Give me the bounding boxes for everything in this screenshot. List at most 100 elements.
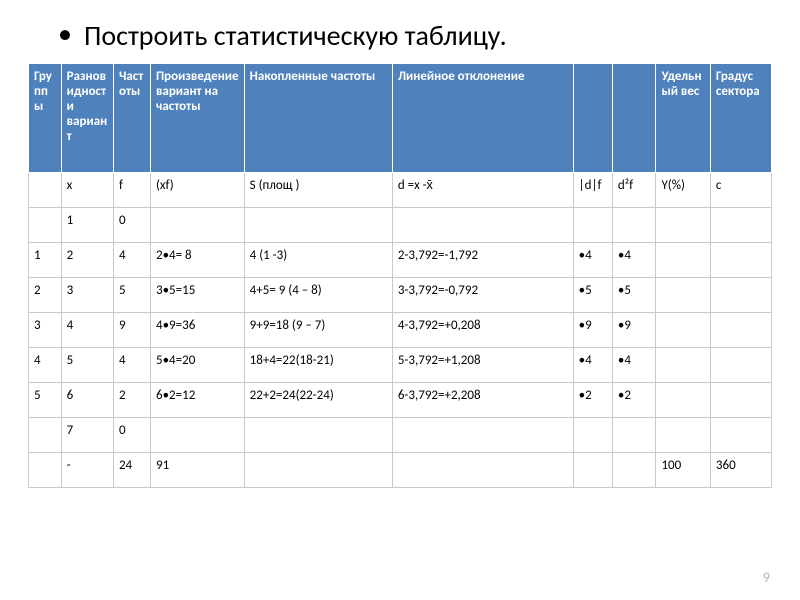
cell [710,208,771,243]
col-header: Произведение вариант на частоты [150,64,244,173]
col-header: Частоты [113,64,150,173]
cell: - [61,453,113,488]
cell [573,208,612,243]
cell [573,418,612,453]
cell [710,243,771,278]
cell: 1 [61,208,113,243]
col-header: Линейное отклонение [392,64,573,173]
cell: 4•9=36 [150,313,244,348]
cell: •2 [612,383,656,418]
table-row: 1 0 [29,208,772,243]
col-header [612,64,656,173]
cell [612,208,656,243]
cell: 6 [61,383,113,418]
cell: 4 [61,313,113,348]
table-row: - 24 91 100 360 [29,453,772,488]
col-header: Градус сектора [710,64,771,173]
cell: Y(%) [656,173,710,208]
cell: •4 [612,348,656,383]
cell: 5-3,792=+1,208 [392,348,573,383]
cell: d =x -x̄ [392,173,573,208]
cell [656,278,710,313]
table-row: 3 4 9 4•9=36 9+9=18 (9 – 7) 4-3,792=+0,2… [29,313,772,348]
table-row: 7 0 [29,418,772,453]
cell: 7 [61,418,113,453]
bullet-icon: • [58,18,84,48]
cell: 24 [113,453,150,488]
col-header [573,64,612,173]
cell: •4 [612,243,656,278]
cell: 0 [113,208,150,243]
cell: 3•5=15 [150,278,244,313]
cell [244,453,392,488]
table-row: 5 6 2 6•2=12 22+2=24(22-24) 6-3,792=+2,2… [29,383,772,418]
cell: •2 [573,383,612,418]
cell: 3-3,792=-0,792 [392,278,573,313]
cell: (xf) [150,173,244,208]
cell [392,453,573,488]
cell: 0 [113,418,150,453]
cell: 6•2=12 [150,383,244,418]
cell: 360 [710,453,771,488]
cell: 22+2=24(22-24) [244,383,392,418]
cell: 5 [29,383,62,418]
cell [150,208,244,243]
cell: •4 [573,348,612,383]
col-header: Удельный вес [656,64,710,173]
cell [29,208,62,243]
cell [710,418,771,453]
cell: •9 [573,313,612,348]
cell: 3 [61,278,113,313]
col-header: Группы [29,64,62,173]
cell [29,173,62,208]
cell: 6-3,792=+2,208 [392,383,573,418]
cell: 4+5= 9 (4 – 8) [244,278,392,313]
table-row: 2 3 5 3•5=15 4+5= 9 (4 – 8) 3-3,792=-0,7… [29,278,772,313]
cell: d²f [612,173,656,208]
cell [656,313,710,348]
table-body: x f (xf) S (площ ) d =x -x̄ |d|f d²f Y(%… [29,173,772,488]
cell: f [113,173,150,208]
cell: •9 [612,313,656,348]
cell: 1 [29,243,62,278]
cell: 2•4= 8 [150,243,244,278]
cell: 2 [113,383,150,418]
slide: • Построить статистическую таблицу. Груп… [0,0,800,600]
cell [244,418,392,453]
cell: 18+4=22(18-21) [244,348,392,383]
statistics-table: Группы Разновидности вариант Частоты Про… [28,63,772,488]
col-header: Накопленные частоты [244,64,392,173]
cell: 2 [29,278,62,313]
cell [656,208,710,243]
cell: 4 (1 -3) [244,243,392,278]
col-header: Разновидности вариант [61,64,113,173]
cell [656,418,710,453]
cell [392,418,573,453]
cell: 4 [29,348,62,383]
cell: 9 [113,313,150,348]
page-number: 9 [763,569,770,586]
cell [29,453,62,488]
cell: 3 [29,313,62,348]
cell: •5 [573,278,612,313]
cell: 9+9=18 (9 – 7) [244,313,392,348]
cell [392,208,573,243]
cell [656,348,710,383]
cell [656,383,710,418]
title-row: • Построить статистическую таблицу. [28,18,772,53]
cell [150,418,244,453]
cell: •5 [612,278,656,313]
cell: 4 [113,243,150,278]
cell: c [710,173,771,208]
cell [710,278,771,313]
cell: 2-3,792=-1,792 [392,243,573,278]
cell [710,313,771,348]
cell: •4 [573,243,612,278]
cell [612,418,656,453]
cell: 5•4=20 [150,348,244,383]
cell [710,348,771,383]
cell: 5 [61,348,113,383]
slide-title: Построить статистическую таблицу. [84,18,507,53]
cell: 91 [150,453,244,488]
cell: 5 [113,278,150,313]
